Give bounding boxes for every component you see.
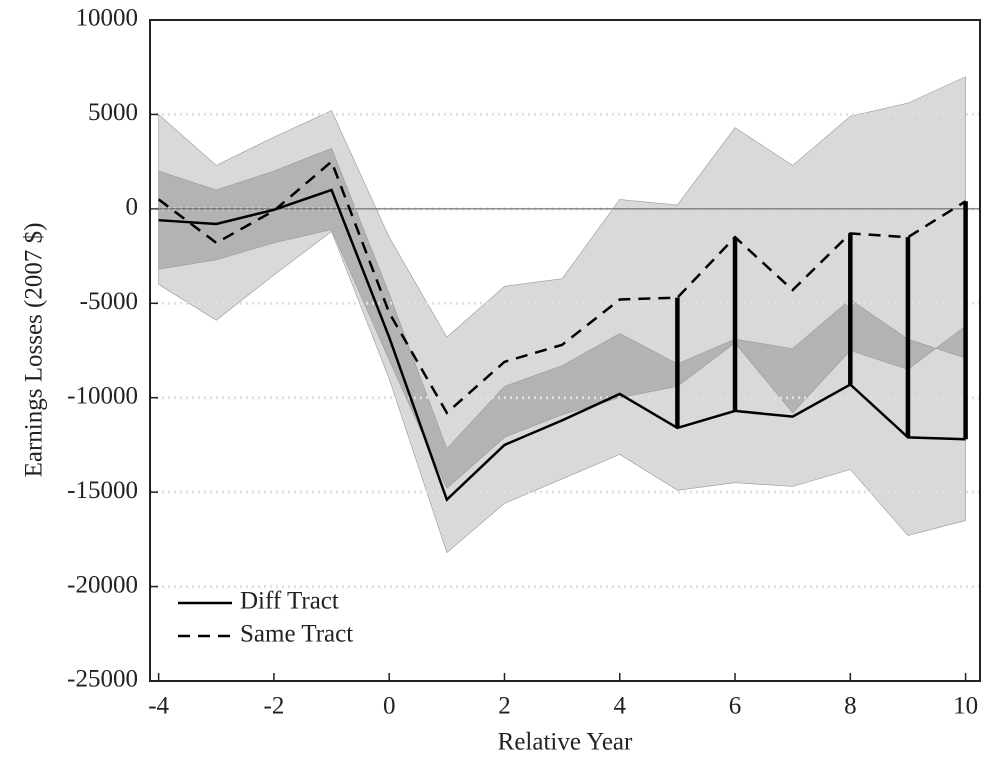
y-tick-label: 0 — [126, 194, 139, 221]
x-tick-label: 8 — [844, 693, 857, 720]
plot-frame — [149, 19, 981, 682]
x-tick-label: 2 — [498, 693, 511, 720]
series-line — [157, 159, 967, 415]
legend-label: Diff Tract — [240, 588, 339, 615]
x-tick-label: 6 — [729, 693, 742, 720]
x-tick-label: 0 — [383, 693, 396, 720]
y-tick-label: -25000 — [67, 666, 138, 693]
x-tick-label: -4 — [148, 693, 169, 720]
y-tick-label: 5000 — [88, 99, 138, 126]
y-tick-label: -10000 — [67, 382, 138, 409]
series-line — [158, 188, 966, 502]
y-tick-label: -20000 — [67, 571, 138, 598]
x-tick-label: 10 — [953, 693, 978, 720]
y-tick-label: 10000 — [76, 5, 139, 32]
x-tick-label: 4 — [614, 693, 627, 720]
x-axis-label: Relative Year — [498, 729, 633, 756]
x-tick-label: -2 — [264, 693, 285, 720]
confidence-band — [158, 76, 966, 554]
y-tick-label: -15000 — [67, 477, 138, 504]
y-axis-label: Earnings Losses (2007 $) — [21, 223, 48, 478]
legend-label: Same Tract — [240, 621, 353, 648]
y-tick-label: -5000 — [80, 288, 138, 315]
